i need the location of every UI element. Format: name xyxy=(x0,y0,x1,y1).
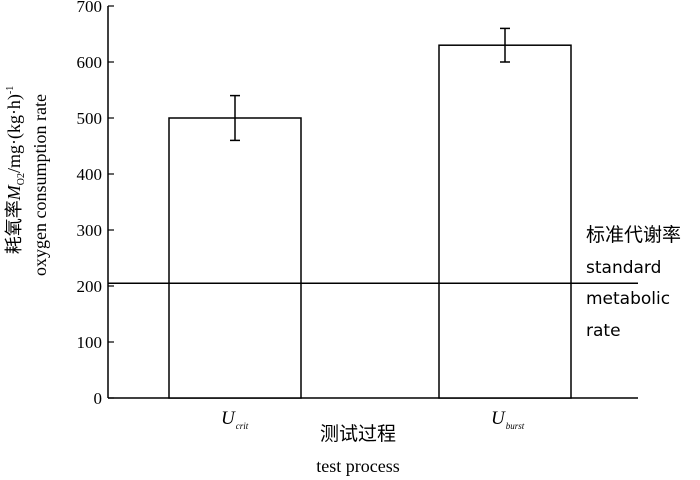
x-tick-labels: Ucrit Uburst xyxy=(221,408,525,431)
reference-line-group: 标准代谢率 standard metabolic rate xyxy=(108,224,681,341)
x-axis-label: 测试过程 test process xyxy=(316,423,399,476)
y-tick-label: 400 xyxy=(77,165,103,184)
y-tick-label: 0 xyxy=(94,389,103,408)
y-tick-label: 700 xyxy=(77,0,103,16)
y-axis-title-line2: oxygen consumption rate xyxy=(30,94,50,276)
y-ticks: 0 100 200 300 400 500 600 700 xyxy=(77,0,114,408)
x-tick-label: Ucrit xyxy=(221,408,249,431)
bar xyxy=(438,44,572,399)
y-axis-title-line1: 耗氧率MO2/mg·(kg·h)-1 xyxy=(4,86,27,255)
y-tick-label: 300 xyxy=(77,221,103,240)
reference-line-label-english: rate xyxy=(586,321,621,341)
y-tick-label: 500 xyxy=(77,109,103,128)
y-tick-label: 200 xyxy=(77,277,103,296)
y-tick-label: 600 xyxy=(77,53,103,72)
y-tick-label: 100 xyxy=(77,333,103,352)
x-tick-label: Uburst xyxy=(491,408,525,431)
reference-line-label-english: metabolic xyxy=(586,289,670,309)
reference-line-label-chinese: 标准代谢率 xyxy=(586,224,681,246)
x-axis-title-chinese: 测试过程 xyxy=(320,423,396,445)
x-axis-title-english: test process xyxy=(316,456,399,476)
bar xyxy=(168,117,302,399)
reference-line-label-english: standard xyxy=(586,258,661,278)
bars xyxy=(168,27,572,399)
